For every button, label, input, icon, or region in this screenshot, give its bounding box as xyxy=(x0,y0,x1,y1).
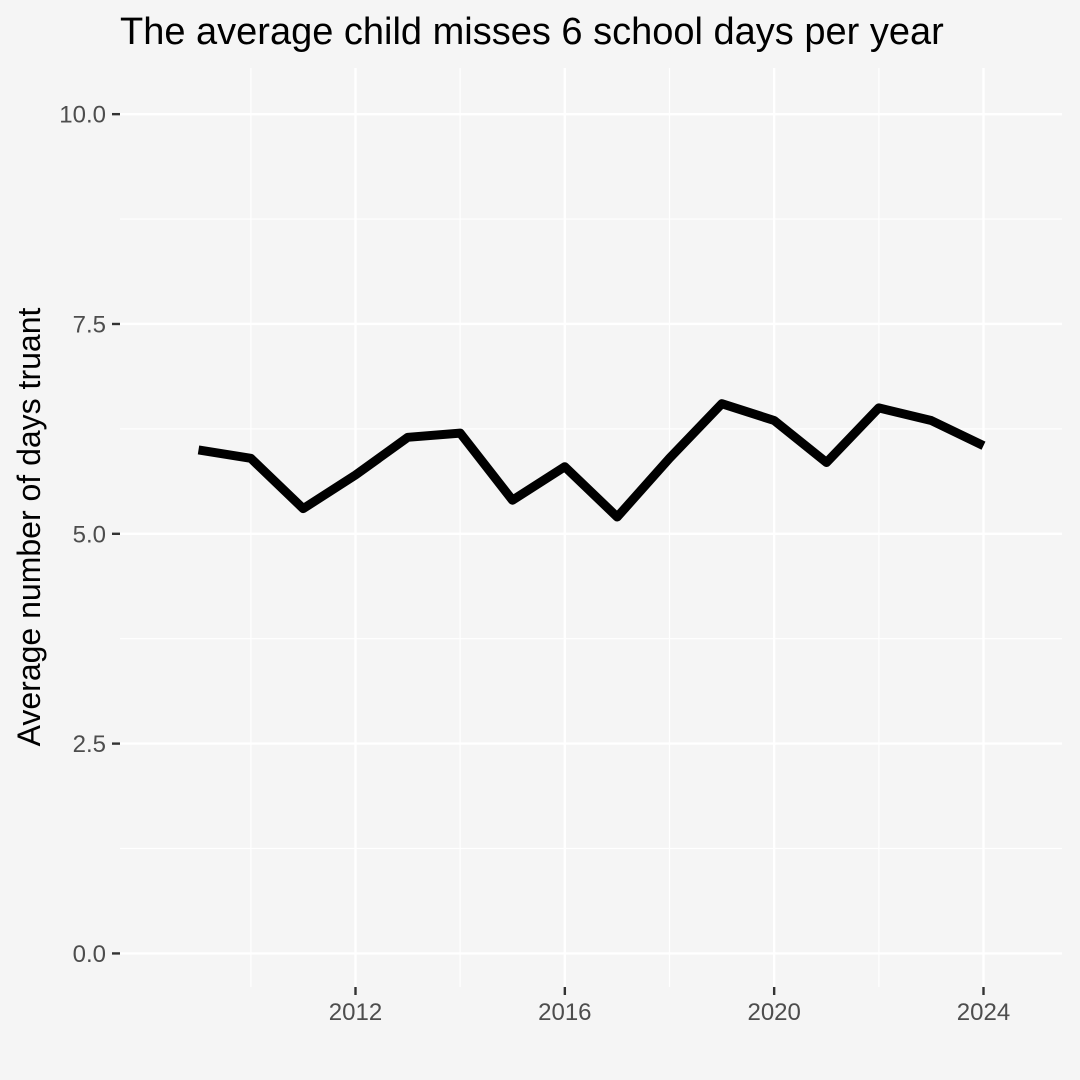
x-tick-label: 2024 xyxy=(957,999,1010,1026)
series-layer xyxy=(197,399,986,522)
y-tick-label: 2.5 xyxy=(73,731,106,758)
chart-title: The average child misses 6 school days p… xyxy=(120,11,944,53)
x-tick-label: 2012 xyxy=(329,999,382,1026)
series-line-0 xyxy=(197,399,986,522)
x-tick-label: 2020 xyxy=(747,999,800,1026)
major-gridlines xyxy=(120,68,1062,987)
y-tick-label: 7.5 xyxy=(73,311,106,338)
y-tick-label: 5.0 xyxy=(73,521,106,548)
y-axis: 0.0 2.5 5.0 7.5 10.0 xyxy=(59,102,120,968)
x-tick-label: 2016 xyxy=(538,999,591,1026)
y-tick-label: 0.0 xyxy=(73,941,106,968)
y-tick-label: 10.0 xyxy=(59,102,106,129)
y-axis-title: Average number of days truant xyxy=(11,308,47,747)
x-axis: 2012 2016 2020 2024 xyxy=(329,987,1010,1026)
minor-gridlines xyxy=(120,68,1062,987)
